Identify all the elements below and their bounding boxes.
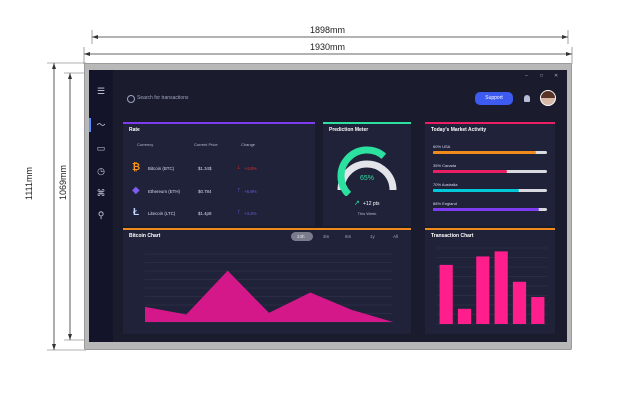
height-outer-label: 1111mm: [24, 166, 34, 200]
market-item-label: 60% USA: [433, 144, 451, 149]
search-input[interactable]: Search for transactions: [137, 95, 189, 101]
market-item-label: 70% Australia: [433, 182, 458, 187]
search-icon: [127, 95, 135, 103]
bike-icon[interactable]: ⚲: [97, 210, 105, 220]
rate-row-price: $0.784: [198, 189, 212, 194]
rate-header-change: Change: [241, 142, 256, 147]
rate-header-price: Current Price: [194, 142, 218, 147]
timer-icon[interactable]: ◷: [97, 166, 105, 176]
rate-title: Rate: [129, 127, 140, 133]
support-button[interactable]: Support: [475, 92, 513, 105]
arrow-down-icon: ↓: [237, 164, 241, 171]
trend-up-icon: ↗: [354, 200, 360, 207]
market-title: Today's Market Activity: [431, 127, 487, 133]
rate-card: Rate Currency Current Price Change ₿ Bit…: [123, 122, 315, 226]
bitcoin-area-chart: [145, 253, 393, 323]
arrow-up-icon: ↑: [237, 187, 241, 194]
sidebar-active-indicator: [89, 118, 91, 132]
transaction-bar: [457, 308, 472, 324]
width-outer-label: 1930mm: [310, 42, 346, 52]
ethereum-icon: ◆: [132, 185, 140, 196]
width-inner-label: 1898mm: [310, 25, 346, 35]
rate-header-currency: Currency: [137, 142, 154, 147]
prediction-delta: +12 pts: [363, 201, 380, 207]
rate-row-name: Bitcoin (BTC): [148, 166, 175, 171]
litecoin-icon: Ł: [133, 207, 140, 218]
dashboard-screen: ☰ 〜 ▭ ◷ ⌘ ⚲ – □ ✕ Search for transaction…: [89, 70, 567, 342]
prediction-accent-bar: [323, 122, 411, 124]
market-card: Today's Market Activity 60% USA 35% Canad…: [425, 122, 555, 226]
market-item-label: 88% England: [433, 201, 457, 206]
transaction-bar: [494, 251, 508, 324]
prediction-title: Prediction Meter: [329, 127, 369, 133]
menu-icon[interactable]: ☰: [96, 86, 106, 96]
transaction-accent-bar: [425, 228, 555, 230]
rate-row-price: $1.34$: [198, 166, 212, 171]
tab-6m[interactable]: 6m: [345, 234, 352, 239]
tab-24h-bg: [291, 232, 313, 241]
avatar[interactable]: [540, 90, 556, 106]
bitcoin-chart-card: Bitcoin Chart 24h 3m 6m 1y All: [123, 228, 411, 334]
maximize-icon[interactable]: □: [540, 73, 544, 79]
sidebar: ☰ 〜 ▭ ◷ ⌘ ⚲: [89, 70, 113, 342]
bell-icon[interactable]: [524, 95, 530, 102]
topbar: Search for transactions Support: [119, 86, 559, 110]
transaction-bar-chart: [437, 247, 547, 325]
rate-row-name: Ethereum (ETH): [148, 189, 180, 194]
market-progress-fill: [433, 189, 519, 192]
prediction-card: Prediction Meter 65% ↗ +12 pts This Week: [323, 122, 411, 226]
prediction-value: 65%: [359, 175, 374, 182]
grid-icon[interactable]: ⌘: [96, 188, 106, 198]
transaction-chart-card: Transaction Chart: [425, 228, 555, 334]
minimize-icon[interactable]: –: [525, 73, 528, 79]
transaction-bar: [512, 281, 527, 324]
tab-24h[interactable]: 24h: [297, 234, 305, 239]
tab-3m[interactable]: 3m: [323, 234, 330, 239]
transaction-chart-title: Transaction Chart: [431, 233, 474, 239]
market-item-label: 35% Canada: [433, 163, 457, 168]
market-progress-fill: [433, 170, 508, 173]
bitcoin-chart-title: Bitcoin Chart: [129, 233, 161, 239]
bitcoin-icon: ₿: [132, 162, 141, 173]
transaction-bar: [531, 296, 545, 324]
height-inner-label: 1069mm: [58, 164, 68, 200]
prediction-caption: This Week: [357, 211, 377, 216]
rate-accent-bar: [123, 122, 315, 124]
bitcoin-accent-bar: [123, 228, 411, 230]
chart-icon[interactable]: 〜: [96, 120, 106, 130]
arrow-up-icon: ↑: [237, 209, 241, 216]
tab-1y[interactable]: 1y: [370, 234, 375, 239]
rate-row-change: +4.4%: [244, 211, 257, 216]
transaction-bar: [476, 256, 490, 324]
prediction-gauge: [337, 146, 397, 196]
tab-all[interactable]: All: [393, 234, 399, 239]
wallet-icon[interactable]: ▭: [96, 143, 106, 153]
bitcoin-area-series: [145, 270, 393, 322]
rate-row-name: Litecoin (LTC): [148, 211, 176, 216]
market-accent-bar: [425, 122, 555, 124]
market-progress-fill: [433, 208, 540, 211]
market-progress-fill: [433, 151, 536, 154]
rate-row-change: +6.8%: [244, 189, 257, 194]
rate-row-price: $1.4p8: [198, 211, 212, 216]
rate-row-change: +4.8%: [244, 166, 257, 171]
transaction-bar: [439, 264, 453, 324]
close-icon[interactable]: ✕: [554, 73, 559, 79]
